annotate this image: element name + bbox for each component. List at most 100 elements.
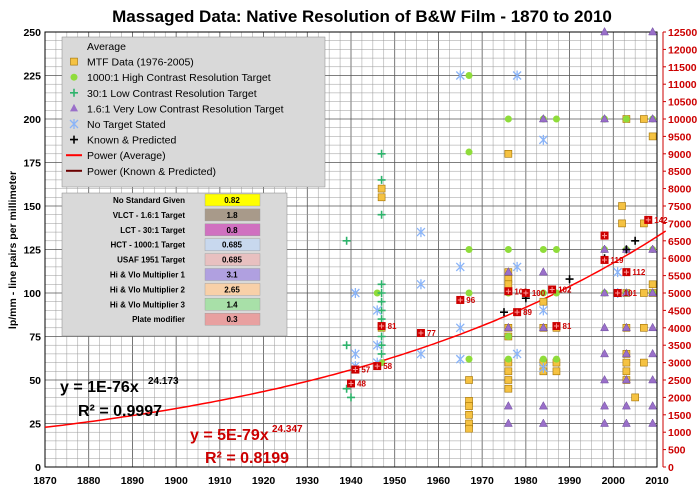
right-tick-label: 8000 <box>668 184 692 196</box>
modifier-value-cell <box>204 238 261 251</box>
axes: 1870 1880 1890 1900 1910 1920 1930 1940 1950 1960… <box>23 27 697 487</box>
no-target-point <box>416 279 426 290</box>
y-axis-label: lp/mm - line pairs per millimeter <box>7 171 19 329</box>
mtf-point <box>465 402 473 410</box>
average-data-label: 101 <box>624 289 638 298</box>
very-low-contrast-point <box>648 418 658 427</box>
no-target-point <box>538 305 548 316</box>
mtf-point <box>618 219 626 228</box>
average-point-cross <box>374 363 380 369</box>
legend-label: 1000:1 High Contrast Resolution Target <box>87 72 271 84</box>
y-tick-label: 25 <box>29 419 41 431</box>
very-low-contrast-point <box>600 374 609 384</box>
legend-marker-triangle <box>70 103 78 112</box>
no-target-point <box>538 362 548 373</box>
mtf-point <box>504 150 513 158</box>
y-tick-label: 100 <box>23 288 41 300</box>
average-point-cross <box>615 290 621 296</box>
no-target-point <box>350 288 360 298</box>
no-target-point <box>512 348 522 359</box>
low-contrast-point <box>377 332 386 341</box>
modifier-value: 0.8 <box>226 226 238 235</box>
very-low-contrast-point <box>648 244 658 253</box>
x-tick-label: 2000 <box>602 475 626 487</box>
modifier-value-cell <box>204 268 261 281</box>
mtf-point <box>465 376 473 384</box>
average-point-cross <box>418 330 424 336</box>
modifier-value-cell <box>204 298 261 311</box>
legend-marker-plus <box>70 88 78 97</box>
x-tick-label: 1960 <box>427 475 451 487</box>
right-tick-label: 3500 <box>668 340 692 352</box>
very-low-contrast-point <box>503 267 513 276</box>
no-target-point <box>455 322 465 333</box>
modifier-label: LCT - 30:1 Target <box>120 226 185 235</box>
legend-marker-plus <box>70 135 78 144</box>
right-tick-label: 5500 <box>668 271 692 283</box>
no-target-point <box>455 354 465 365</box>
very-low-contrast-point <box>648 401 658 410</box>
no-target-point <box>512 70 522 81</box>
legend-label: No Target Stated <box>87 119 166 131</box>
average-point-cross <box>379 323 385 329</box>
very-low-contrast-point <box>621 348 631 358</box>
y-tick-label: 75 <box>29 332 41 344</box>
x-tick-label: 1900 <box>164 475 188 487</box>
modifier-value-cell <box>204 223 261 237</box>
average-point-cross <box>348 380 354 386</box>
average-data-label: 58 <box>383 362 392 371</box>
equation-known-r2: R² = 0.9997 <box>78 403 162 420</box>
average-data-label: 119 <box>611 256 624 265</box>
modifier-value: 3.1 <box>226 271 238 280</box>
high-contrast-point <box>373 289 381 297</box>
legend-marker-asterisk <box>69 119 79 129</box>
very-low-contrast-point <box>648 322 658 332</box>
no-target-point <box>512 261 522 272</box>
x-tick-label: 1980 <box>514 475 538 487</box>
very-low-contrast-point <box>503 322 513 332</box>
x-tick-label: 1940 <box>339 475 363 487</box>
x-tick-label: 1870 <box>33 475 57 487</box>
very-low-contrast-point <box>600 348 609 358</box>
equation-average-exponent: 24.347 <box>272 424 303 435</box>
low-contrast-point <box>342 341 351 350</box>
y-tick-label: 175 <box>23 158 41 170</box>
mtf-point <box>539 297 548 306</box>
very-low-contrast-point <box>538 401 548 410</box>
right-tick-label: 10000 <box>668 114 697 126</box>
no-target-point <box>372 340 382 351</box>
low-contrast-point <box>377 306 386 315</box>
mtf-point <box>504 376 513 384</box>
high-contrast-point <box>622 115 630 123</box>
very-low-contrast-point <box>538 267 548 276</box>
average-point-cross <box>623 269 629 275</box>
low-contrast-point <box>342 384 351 393</box>
average-data-label: 100 <box>532 289 546 298</box>
x-tick-label: 1880 <box>77 475 101 487</box>
very-low-contrast-point <box>600 322 609 332</box>
right-tick-label: 8500 <box>668 166 692 178</box>
mtf-point <box>640 289 648 297</box>
low-contrast-point <box>377 297 386 306</box>
high-contrast-point <box>504 115 512 123</box>
average-point-cross <box>352 367 358 373</box>
average-data-label: 57 <box>361 366 370 375</box>
right-tick-label: 9000 <box>668 149 692 161</box>
high-contrast-point <box>552 246 560 253</box>
no-target-point <box>416 348 426 359</box>
low-contrast-point <box>342 236 351 245</box>
high-contrast-point <box>465 355 473 363</box>
legend-label: Known & Predicted <box>87 135 176 147</box>
known-predicted-point <box>565 275 574 284</box>
equation-average-r2: R² = 0.8199 <box>205 450 289 467</box>
mtf-point <box>504 367 513 376</box>
modifier-label: Plate modifier <box>132 315 185 324</box>
right-tick-label: 11000 <box>668 79 697 91</box>
right-tick-label: 0 <box>668 462 674 474</box>
average-data-label: 103 <box>514 287 528 296</box>
very-low-contrast-point <box>600 401 609 410</box>
average-data-label: 77 <box>427 329 436 338</box>
no-target-point <box>455 261 465 272</box>
mtf-point <box>552 367 561 376</box>
mtf-point <box>618 202 626 210</box>
